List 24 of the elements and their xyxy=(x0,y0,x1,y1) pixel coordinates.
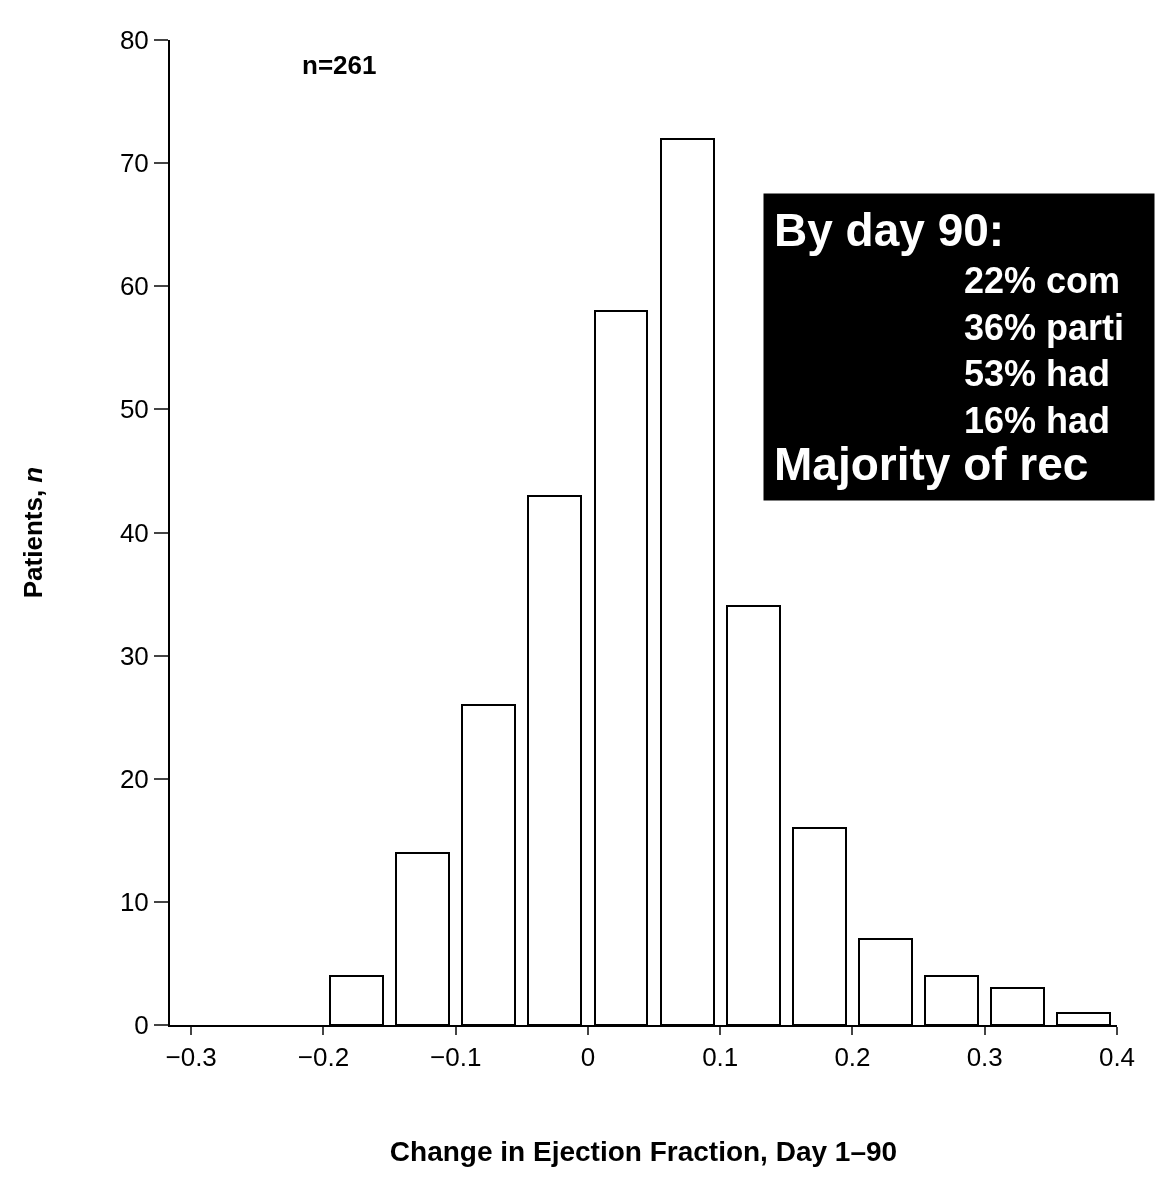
annotation: By day 90: xyxy=(774,204,1005,256)
x-tick-label: −0.3 xyxy=(165,1042,217,1073)
annotation: 22% com xyxy=(774,259,1121,301)
annotation: n=261 xyxy=(302,50,377,80)
x-tick-label: −0.2 xyxy=(297,1042,350,1073)
y-tick-label: 40 xyxy=(119,517,149,548)
x-axis-title: Change in Ejection Fraction, Day 1–90 xyxy=(389,1135,898,1167)
x-tick-label: 0 xyxy=(580,1042,596,1073)
y-tick-label: 50 xyxy=(119,394,149,425)
y-tick-label: 10 xyxy=(119,886,149,917)
y-axis-title: Patients, n xyxy=(17,466,48,599)
annotation: 36% parti xyxy=(774,306,1125,348)
y-tick-label: 30 xyxy=(119,640,149,671)
y-tick-label: 60 xyxy=(119,271,149,302)
x-tick-label: 0.2 xyxy=(834,1042,871,1073)
y-tick-label: 20 xyxy=(119,763,149,794)
x-tick-label: 0.3 xyxy=(966,1042,1003,1073)
y-tick-label: 70 xyxy=(119,148,149,179)
y-tick-label: 0 xyxy=(134,1010,149,1041)
x-tick-label: 0.1 xyxy=(702,1042,739,1073)
annotation: 53% had xyxy=(774,353,1111,395)
x-tick-label: 0.4 xyxy=(1098,1042,1136,1073)
x-tick-label: −0.1 xyxy=(430,1042,482,1073)
y-tick-label: 80 xyxy=(119,25,149,56)
